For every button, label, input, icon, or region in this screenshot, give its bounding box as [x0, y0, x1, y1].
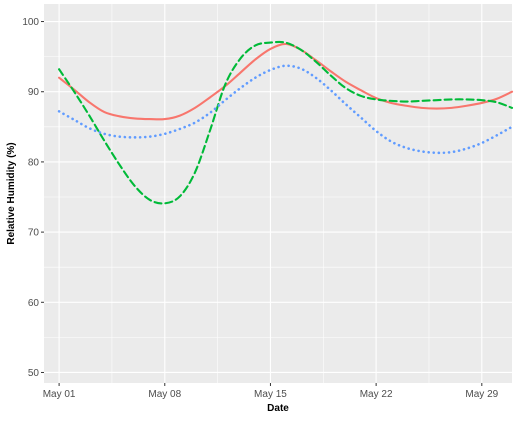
- y-axis-title: Relative Humidity (%): [6, 142, 17, 244]
- y-axis: 50 60 70 80 90 100: [22, 17, 44, 379]
- y-tick-label: 60: [28, 298, 40, 309]
- plot-panel: [44, 4, 512, 383]
- series-line-1-solid: [58, 42, 514, 121]
- series-line-2-dashed: [58, 40, 514, 205]
- y-tick-label: 80: [28, 157, 40, 168]
- series-layer: [57, 40, 514, 205]
- x-tick-label: May 22: [360, 389, 393, 400]
- y-tick-label: 90: [28, 87, 40, 98]
- y-tick-label: 100: [22, 17, 39, 28]
- x-tick-label: May 15: [254, 389, 287, 400]
- x-axis-title: Date: [267, 403, 289, 414]
- y-tick-label: 70: [28, 228, 40, 239]
- x-tick-label: May 01: [43, 389, 76, 400]
- x-tick-label: May 08: [148, 389, 181, 400]
- x-tick-label: May 29: [465, 389, 498, 400]
- x-axis: May 01 May 08 May 15 May 22 May 29: [43, 383, 499, 400]
- y-tick-label: 50: [28, 368, 40, 379]
- major-grid: [44, 4, 512, 383]
- series-line-3-dotted: [57, 64, 514, 155]
